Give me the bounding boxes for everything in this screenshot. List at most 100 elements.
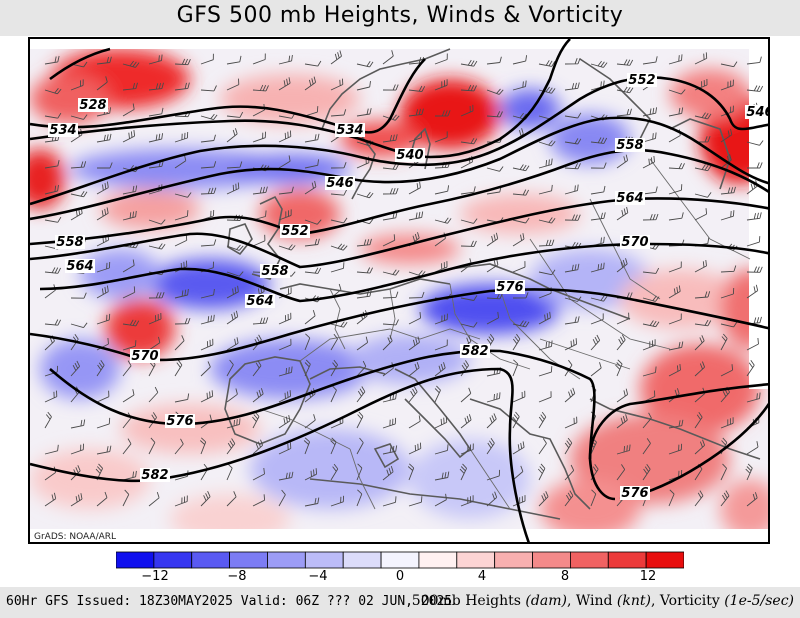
wind-barb bbox=[616, 388, 629, 403]
wind-barb bbox=[70, 322, 88, 329]
wind-barb bbox=[278, 366, 293, 377]
wind-barb bbox=[122, 319, 140, 327]
colorbar-tick: −12 bbox=[141, 569, 169, 584]
footer-bar: 60Hr GFS Issued: 18Z30MAY2025 Valid: 06Z… bbox=[0, 587, 800, 618]
wind-barb bbox=[148, 82, 164, 91]
wind-barb bbox=[356, 360, 367, 377]
heights-unit: (dam) bbox=[525, 593, 567, 609]
wind-barb bbox=[252, 53, 266, 65]
wind-barb bbox=[226, 244, 244, 251]
contour-label: 546 bbox=[746, 105, 770, 120]
wind-barb bbox=[434, 385, 441, 403]
wind-barb bbox=[356, 238, 372, 247]
wind-barb bbox=[226, 491, 237, 507]
wind-barb bbox=[304, 76, 317, 91]
wind-barb bbox=[694, 78, 708, 91]
contour-label: 534 bbox=[49, 123, 76, 138]
wind-barb bbox=[408, 181, 421, 195]
contour-label-bg bbox=[395, 148, 425, 162]
wind-barb bbox=[122, 389, 135, 403]
wind-barb bbox=[226, 128, 238, 143]
wind-barb bbox=[122, 241, 140, 249]
wind-barb bbox=[96, 360, 105, 377]
wind-barb bbox=[564, 263, 580, 273]
contour-label: 576 bbox=[496, 280, 523, 295]
legend-text: 500mb Heights (dam), Wind (knt), Vortici… bbox=[412, 593, 794, 609]
wind-barb bbox=[537, 463, 546, 481]
wind-barb bbox=[200, 314, 215, 325]
wind-barb bbox=[44, 319, 62, 326]
wind-barb bbox=[694, 52, 708, 65]
wind-barb bbox=[356, 290, 372, 299]
wind-barb bbox=[356, 336, 369, 351]
contour-label: 558 bbox=[261, 264, 288, 279]
wind-barb bbox=[96, 390, 110, 403]
wind-barb bbox=[304, 60, 322, 67]
wind-barb bbox=[226, 463, 233, 481]
wind-barb bbox=[174, 131, 189, 143]
wind-barb bbox=[382, 134, 398, 143]
wind-barb bbox=[564, 338, 578, 351]
wind-barb bbox=[200, 390, 214, 403]
wind-barb bbox=[642, 132, 657, 143]
wind-barb bbox=[408, 85, 426, 93]
wind-barb bbox=[720, 287, 735, 299]
wind-barb bbox=[434, 161, 451, 169]
wind-barb bbox=[668, 313, 682, 325]
wind-barb bbox=[382, 417, 397, 429]
wind-barb bbox=[486, 311, 499, 325]
wind-barb bbox=[746, 492, 758, 507]
wind-barb bbox=[668, 341, 684, 351]
contour-label: 576 bbox=[166, 414, 193, 429]
wind-barb bbox=[226, 55, 242, 65]
contour-label-bg bbox=[335, 123, 365, 137]
wind-barb bbox=[382, 188, 399, 195]
wind-barb bbox=[512, 233, 525, 247]
wind-barb bbox=[408, 386, 418, 403]
wind-barb bbox=[460, 414, 472, 429]
wind-barb bbox=[96, 133, 112, 143]
wind-barb bbox=[70, 207, 83, 221]
wind-label: , Wind bbox=[566, 593, 617, 609]
wind-barb bbox=[668, 364, 681, 377]
wind-barb bbox=[304, 309, 316, 325]
colorbar-tick: −8 bbox=[227, 569, 247, 584]
wind-barb bbox=[694, 490, 704, 507]
wind-barb bbox=[200, 491, 211, 507]
wind-barb bbox=[200, 361, 211, 377]
wind-barb bbox=[96, 445, 112, 455]
wind-barb bbox=[720, 364, 734, 377]
wind-barb bbox=[746, 266, 763, 273]
wind-barb bbox=[226, 337, 239, 351]
wind-barb bbox=[460, 495, 474, 507]
wind-barb bbox=[148, 437, 156, 455]
wind-barb bbox=[304, 359, 311, 377]
wind-barb bbox=[122, 60, 140, 68]
wind-barb bbox=[538, 391, 552, 403]
wind-barb bbox=[252, 317, 269, 325]
wind-barb bbox=[356, 267, 374, 274]
wind-barb bbox=[668, 163, 685, 170]
wind-barb bbox=[512, 411, 520, 429]
wind-barb bbox=[200, 161, 217, 169]
wind-barb bbox=[278, 54, 293, 65]
wind-barb bbox=[226, 78, 240, 91]
wind-barb bbox=[564, 214, 581, 221]
wind-barb bbox=[668, 489, 675, 507]
wind-barb bbox=[252, 186, 268, 195]
colorbar-tick: 4 bbox=[477, 569, 487, 584]
wind-barb bbox=[590, 212, 606, 221]
wind-barb bbox=[278, 155, 291, 169]
wind-barb bbox=[460, 104, 474, 117]
contour-label-bg bbox=[48, 123, 78, 137]
wind-barb bbox=[252, 388, 264, 403]
wind-barb bbox=[356, 61, 374, 68]
wind-barb bbox=[616, 86, 634, 94]
wind-barb bbox=[564, 163, 581, 170]
wind-barb bbox=[434, 416, 448, 429]
map-frame: 528 534 534 540 546 546 552 552 558 558 558 564 564 5… bbox=[28, 37, 770, 544]
wind-barb bbox=[642, 107, 658, 117]
wind-barb bbox=[148, 386, 159, 403]
wind-barb bbox=[642, 339, 656, 351]
wind-barb bbox=[746, 441, 759, 455]
